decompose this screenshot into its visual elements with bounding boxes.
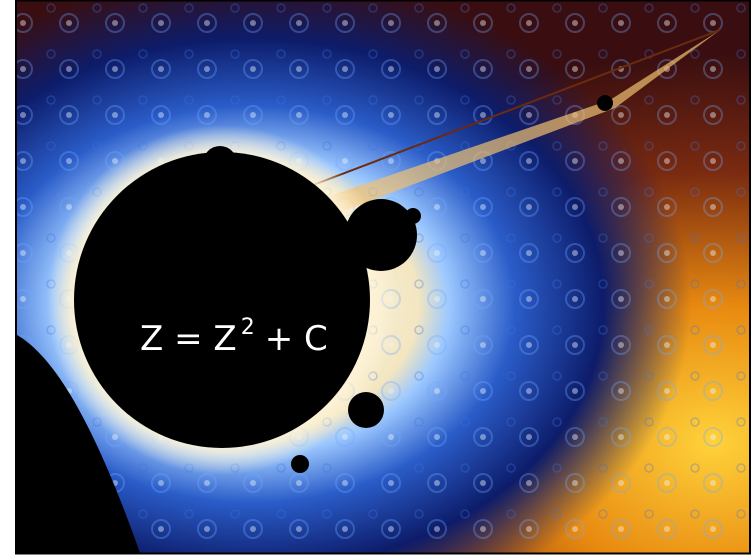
formula: Z = Z 2 + C xyxy=(140,315,328,359)
lower-bulb xyxy=(348,392,384,428)
main-bulb xyxy=(74,152,370,448)
frame xyxy=(15,0,751,555)
formula-rest: + C xyxy=(265,319,328,359)
small-bulb xyxy=(291,455,309,473)
mini-copy xyxy=(597,95,613,111)
formula-base: Z = Z xyxy=(140,319,237,359)
filament xyxy=(299,29,721,191)
formula-exponent: 2 xyxy=(241,315,255,340)
small-bulb xyxy=(138,188,152,202)
top-bulb xyxy=(203,146,237,180)
side-bulb xyxy=(345,199,417,271)
small-bulb xyxy=(405,208,421,224)
image-area: Z = Z 2 + C xyxy=(15,0,751,555)
dark-region xyxy=(17,335,140,553)
